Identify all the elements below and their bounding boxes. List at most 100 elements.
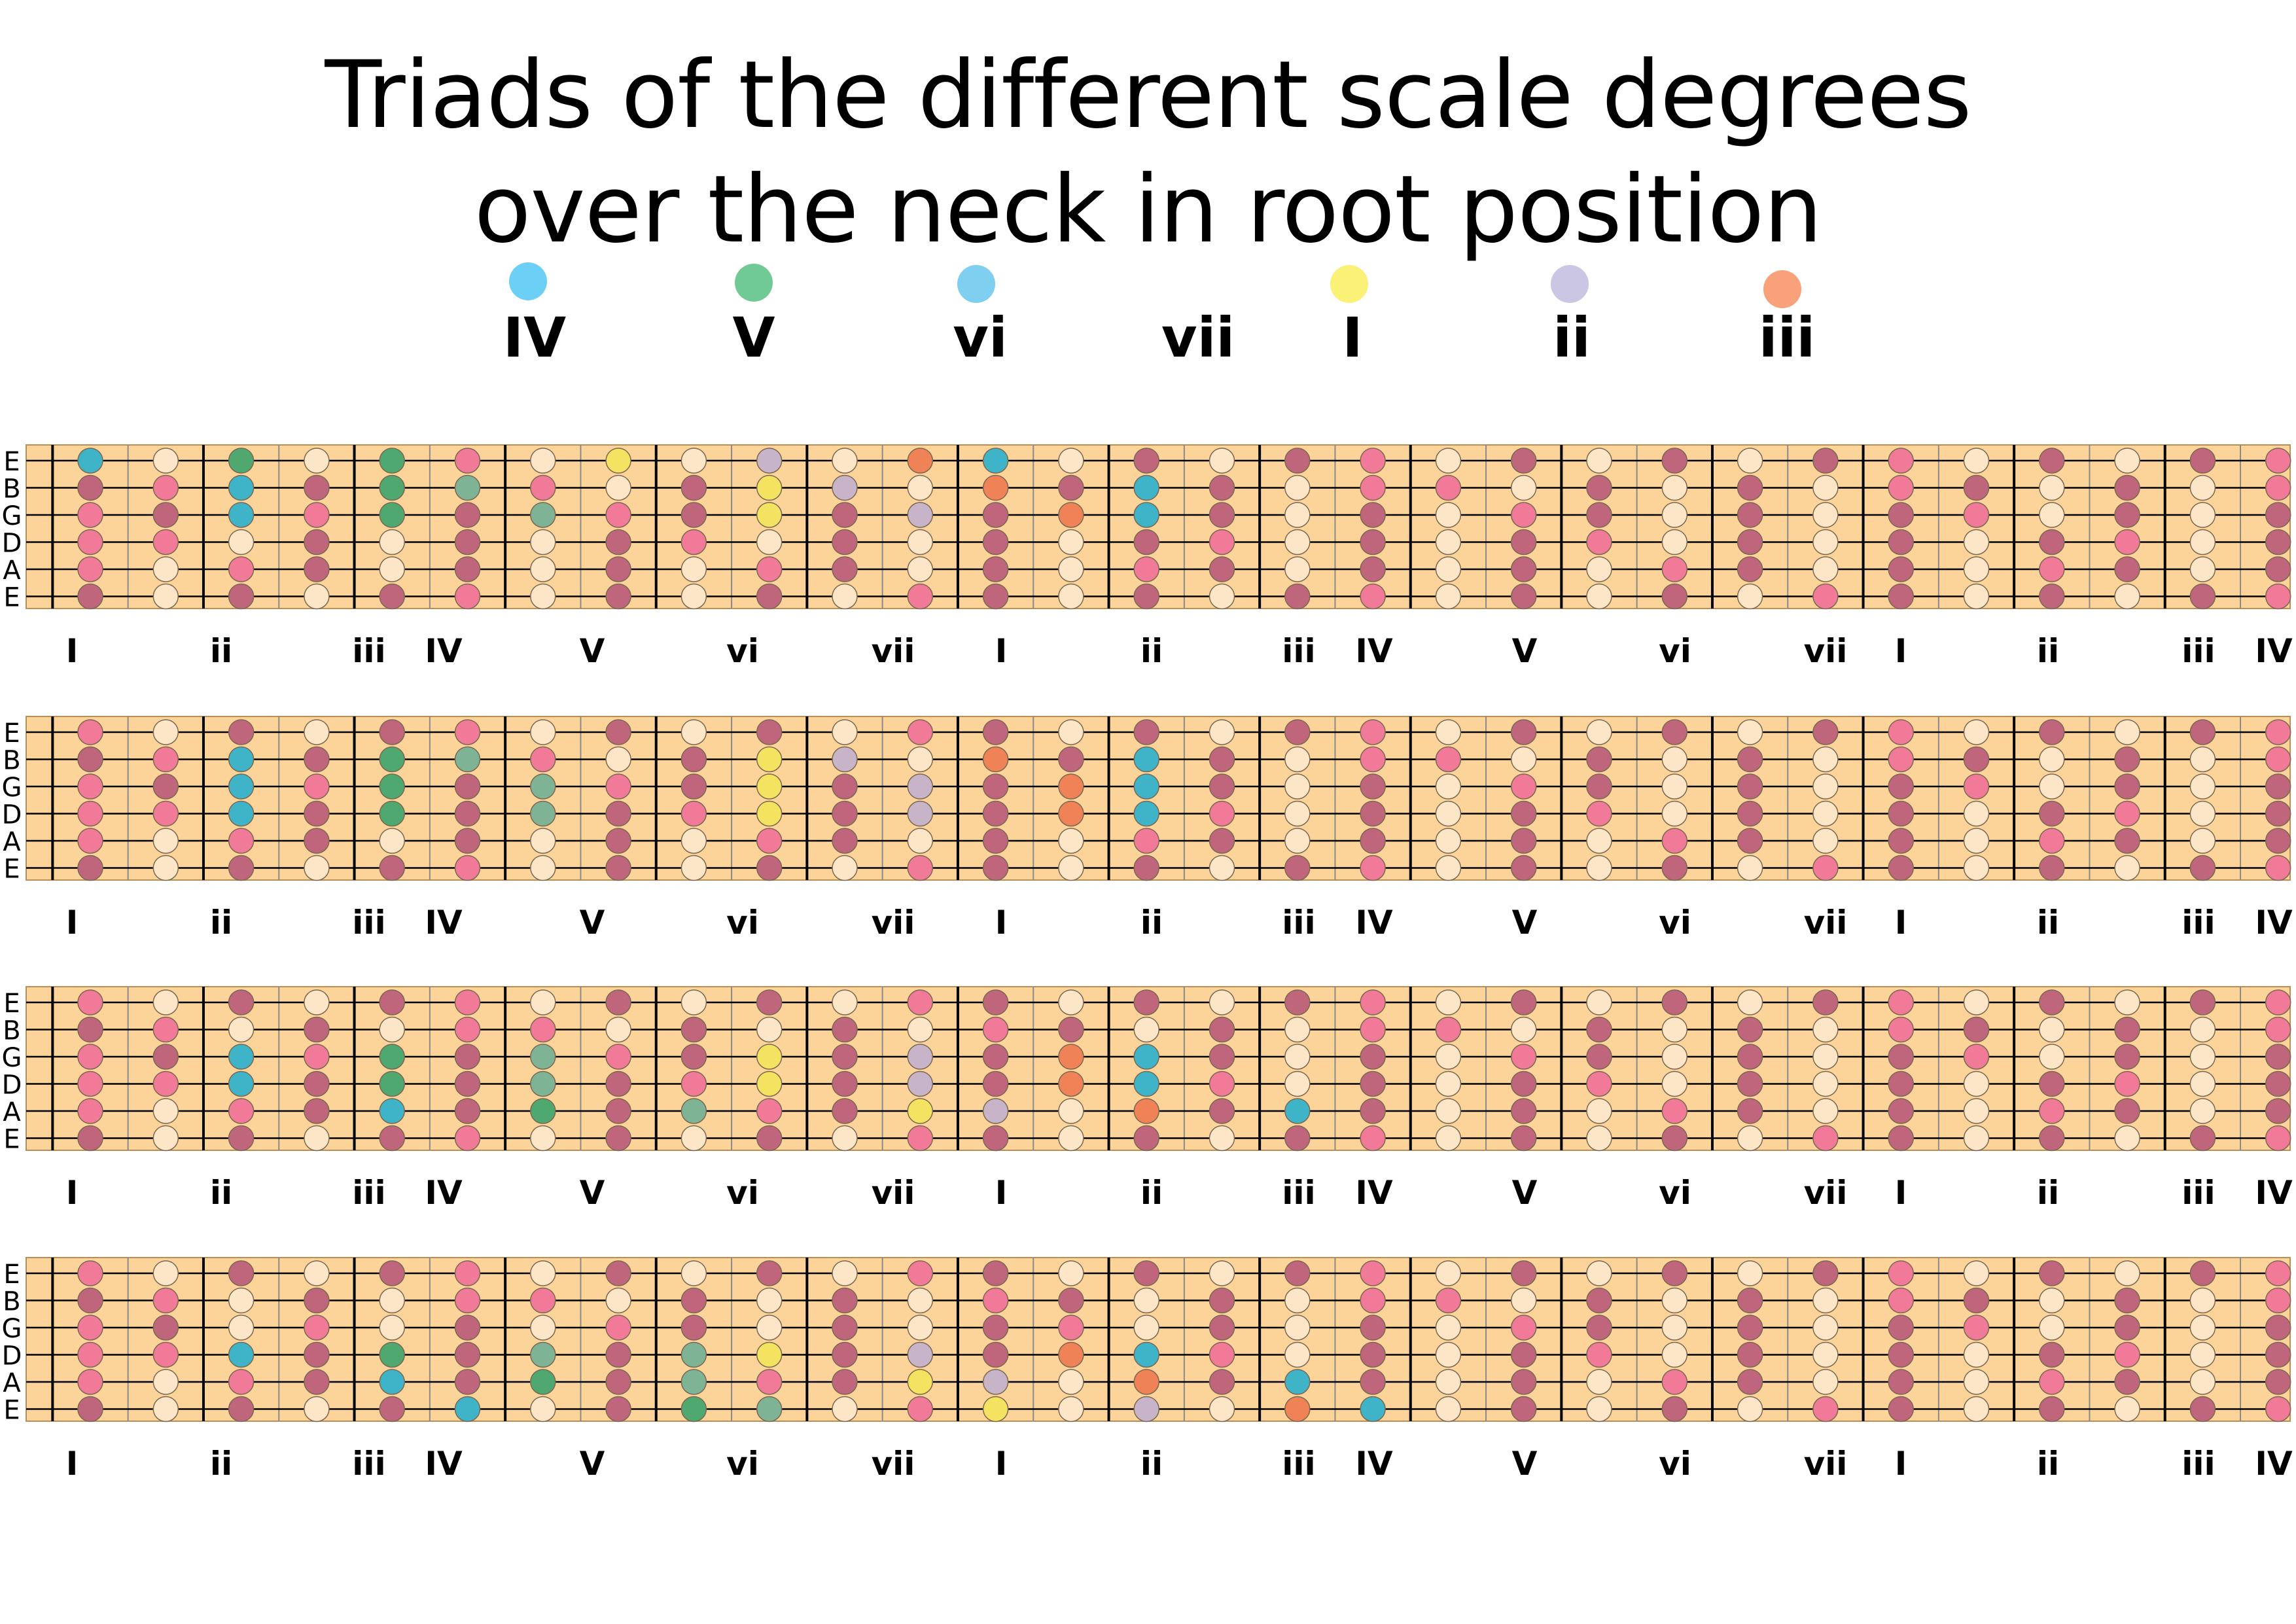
fret-dot — [152, 1260, 179, 1286]
fret-dot — [832, 800, 858, 827]
fret-dot — [982, 448, 1009, 474]
fret-dot — [2114, 1396, 2140, 1422]
fret-dot — [2265, 989, 2291, 1015]
fret-dot — [1586, 529, 1612, 556]
fret-dot — [379, 1287, 405, 1314]
fret-dot — [605, 474, 631, 501]
fret-dot — [1586, 1287, 1612, 1314]
degree-label: vii — [872, 1445, 915, 1483]
fret-dot — [530, 583, 556, 610]
fret-dot — [832, 746, 858, 773]
fret-dot — [1812, 1070, 1839, 1097]
fret-dot — [304, 828, 330, 854]
fret-dot — [605, 448, 631, 474]
fret-dot — [1737, 1341, 1763, 1368]
fret-dot — [454, 583, 481, 610]
fret-dot — [379, 989, 405, 1015]
fret-dot — [454, 1098, 481, 1124]
fret-dot — [1360, 828, 1386, 854]
degree-label: vii — [1804, 632, 1848, 670]
fret-dot — [1963, 1044, 1990, 1070]
fret-dot — [1510, 448, 1537, 474]
fret-dot — [2039, 1125, 2065, 1152]
degree-label: I — [995, 904, 1008, 942]
fret-dot — [1737, 448, 1763, 474]
fret-dot — [1133, 529, 1159, 556]
fret-dot — [1058, 448, 1084, 474]
fret-dot — [605, 1016, 631, 1043]
fret-dot — [1284, 1044, 1311, 1070]
fret-dot — [530, 1396, 556, 1422]
fret-dot — [680, 1315, 707, 1341]
fret-dot — [1737, 529, 1763, 556]
legend-label-vii: vii — [1161, 306, 1235, 370]
fret-dot — [1058, 556, 1084, 582]
fret-dot — [228, 1369, 255, 1395]
fret-dot — [77, 855, 103, 881]
fret-dot — [1435, 1016, 1462, 1043]
fret-dot — [379, 1260, 405, 1286]
fret-dot — [228, 828, 255, 854]
fret-dot — [2265, 1016, 2291, 1043]
fret-dot — [1360, 773, 1386, 800]
fret-dot — [605, 828, 631, 854]
degree-label: vi — [1659, 904, 1691, 942]
degree-label: iii — [2181, 632, 2215, 670]
legend-label-vi: vi — [953, 306, 1008, 370]
fret-dot — [2189, 1098, 2216, 1124]
fret-dot — [605, 1369, 631, 1395]
fret-dot — [1435, 719, 1462, 745]
fret-dot — [2265, 1287, 2291, 1314]
string-label: D — [2, 529, 22, 559]
fretboard-background — [26, 716, 2291, 881]
fret-dot — [228, 1125, 255, 1152]
string-label: A — [3, 1097, 21, 1127]
fret-dot — [2189, 556, 2216, 582]
fret-dot — [982, 855, 1009, 881]
fret-dot — [1963, 1369, 1990, 1395]
fret-dot — [1661, 1070, 1688, 1097]
fret-dot — [1963, 773, 1990, 800]
fret-dot — [1209, 1098, 1235, 1124]
fret-dot — [907, 529, 934, 556]
fret-dot — [1661, 1287, 1688, 1314]
fret-dot — [1661, 1396, 1688, 1422]
fret-dot — [2189, 583, 2216, 610]
fret-dot — [1058, 1044, 1084, 1070]
fret-dot — [832, 773, 858, 800]
fret-dot — [2189, 1125, 2216, 1152]
fret-dot — [1661, 1260, 1688, 1286]
fret-dot — [454, 474, 481, 501]
fret-dot — [77, 502, 103, 528]
fret-dot — [1586, 1260, 1612, 1286]
fret-dot — [832, 719, 858, 745]
fret-dot — [1133, 1396, 1159, 1422]
fret-dot — [1812, 529, 1839, 556]
fret-dot — [907, 989, 934, 1015]
fret-dot — [77, 1098, 103, 1124]
fret-dot — [680, 773, 707, 800]
fret-dot — [832, 1044, 858, 1070]
fret-dot — [2189, 1070, 2216, 1097]
fret-dot — [1133, 1287, 1159, 1314]
fret-dot — [2039, 1341, 2065, 1368]
fret-dot — [1360, 448, 1386, 474]
fret-dot — [1360, 1369, 1386, 1395]
degree-label: I — [1895, 1174, 1907, 1212]
fret-dot — [1133, 474, 1159, 501]
fret-dot — [1963, 1016, 1990, 1043]
fret-dot — [1435, 1260, 1462, 1286]
fret-dot — [2039, 1260, 2065, 1286]
fret-dot — [1812, 448, 1839, 474]
fret-dot — [530, 719, 556, 745]
fret-dot — [1586, 1070, 1612, 1097]
fret-dot — [304, 1260, 330, 1286]
fret-dot — [2039, 529, 2065, 556]
fret-dot — [152, 1287, 179, 1314]
fret-dot — [1510, 502, 1537, 528]
fret-dot — [530, 1287, 556, 1314]
fret-dot — [1133, 855, 1159, 881]
fret-dot — [756, 1369, 783, 1395]
degree-label: IV — [425, 632, 463, 670]
fret-dot — [1133, 1016, 1159, 1043]
